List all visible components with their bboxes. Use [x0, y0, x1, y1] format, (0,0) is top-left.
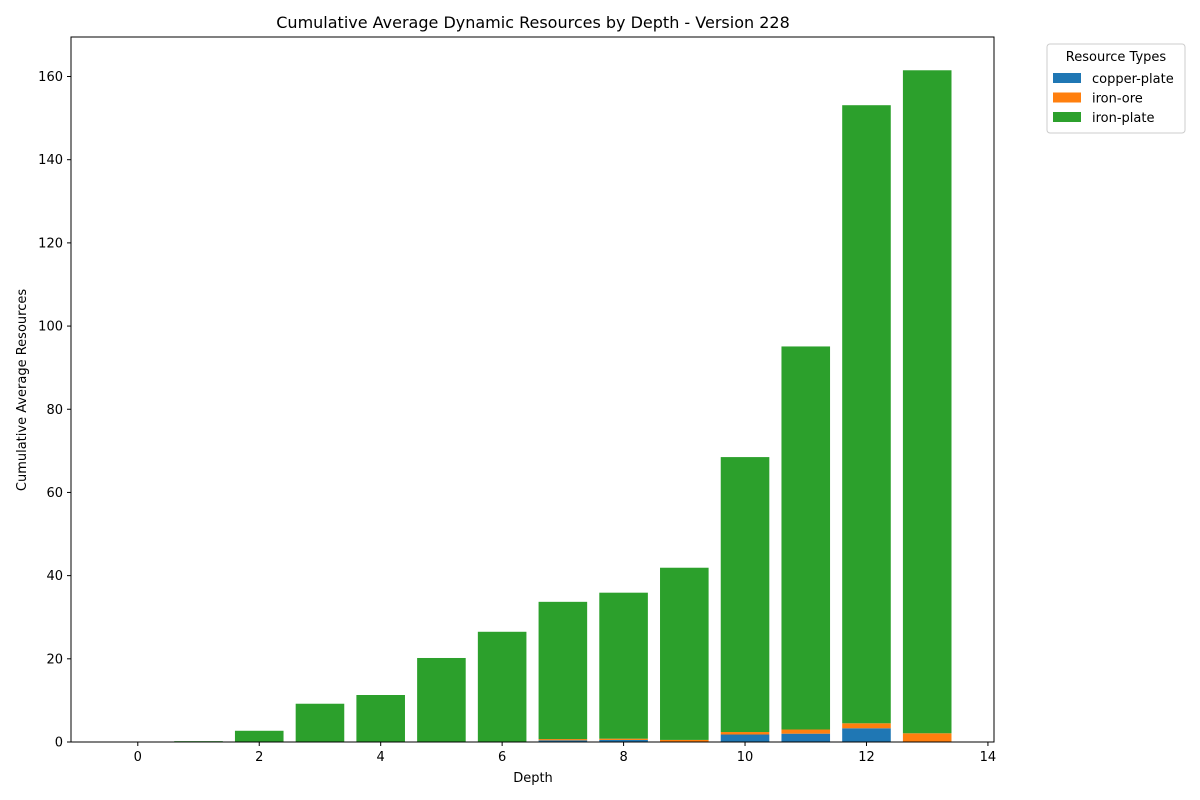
bar-iron-plate-depth-12 — [842, 105, 891, 724]
bar-iron-plate-depth-11 — [781, 346, 831, 730]
legend-label-iron-ore: iron-ore — [1092, 92, 1143, 107]
legend-swatch-copper-plate — [1053, 73, 1081, 83]
legend-label-iron-plate: iron-plate — [1092, 111, 1154, 126]
y-axis: 0 20 40 60 80 100 120 140 160 — [38, 70, 71, 751]
bar-iron-plate-depth-9 — [660, 567, 709, 740]
x-tick-label: 2 — [255, 750, 263, 765]
y-tick-label: 20 — [46, 652, 63, 667]
bar-copper-plate-depth-11 — [781, 733, 831, 742]
bar-iron-ore-depth-8 — [599, 738, 648, 740]
legend-swatch-iron-plate — [1053, 112, 1081, 122]
y-tick-label: 100 — [38, 320, 63, 335]
bar-copper-plate-depth-7 — [538, 740, 588, 742]
x-tick-label: 12 — [858, 750, 875, 765]
x-tick-label: 8 — [619, 750, 627, 765]
y-tick-label: 40 — [46, 569, 63, 584]
legend-title: Resource Types — [1066, 50, 1167, 65]
bar-copper-plate-depth-8 — [599, 739, 648, 742]
plot-frame — [70, 36, 995, 743]
y-tick-label: 120 — [38, 236, 63, 251]
x-tick-label: 6 — [498, 750, 506, 765]
bar-iron-plate-depth-5 — [417, 657, 466, 742]
legend-label-copper-plate: copper-plate — [1092, 72, 1174, 87]
x-tick-label: 10 — [737, 750, 754, 765]
x-axis-label: Depth — [513, 771, 553, 786]
legend: Resource Types copper-plate iron-ore iron-… — [1046, 43, 1186, 134]
bar-iron-plate-depth-3 — [295, 703, 345, 742]
bar-copper-plate-depth-10 — [720, 734, 770, 742]
bar-iron-plate-depth-8 — [599, 592, 648, 739]
bar-iron-ore-depth-12 — [842, 723, 891, 729]
bar-iron-ore-depth-10 — [720, 732, 770, 735]
legend-frame — [1046, 43, 1186, 134]
x-tick-label: 0 — [134, 750, 142, 765]
bar-iron-plate-depth-2 — [234, 730, 284, 742]
bar-iron-plate-depth-7 — [538, 601, 588, 740]
y-tick-label: 160 — [38, 70, 63, 85]
bar-iron-plate-depth-4 — [356, 695, 405, 742]
x-tick-label: 14 — [980, 750, 997, 765]
y-tick-label: 140 — [38, 153, 63, 168]
bars-group — [174, 70, 952, 742]
bar-iron-ore-depth-9 — [660, 739, 709, 742]
chart-title: Cumulative Average Dynamic Resources by … — [276, 13, 790, 32]
legend-items: copper-plate iron-ore iron-plate — [1053, 72, 1174, 126]
bar-iron-plate-depth-10 — [720, 457, 770, 733]
x-tick-label: 4 — [377, 750, 385, 765]
y-tick-label: 0 — [55, 736, 63, 751]
y-tick-label: 80 — [46, 403, 63, 418]
x-axis: 0 2 4 6 8 10 12 14 — [134, 742, 997, 765]
bar-iron-ore-depth-7 — [538, 739, 588, 741]
legend-swatch-iron-ore — [1053, 92, 1081, 103]
bar-copper-plate-depth-12 — [842, 728, 891, 742]
bar-iron-ore-depth-13 — [902, 733, 952, 742]
bar-iron-plate-depth-6 — [477, 631, 527, 742]
y-axis-label: Cumulative Average Resources — [15, 289, 30, 491]
bar-iron-ore-depth-11 — [781, 729, 831, 734]
bar-iron-plate-depth-13 — [902, 70, 952, 734]
y-tick-label: 60 — [46, 486, 63, 501]
